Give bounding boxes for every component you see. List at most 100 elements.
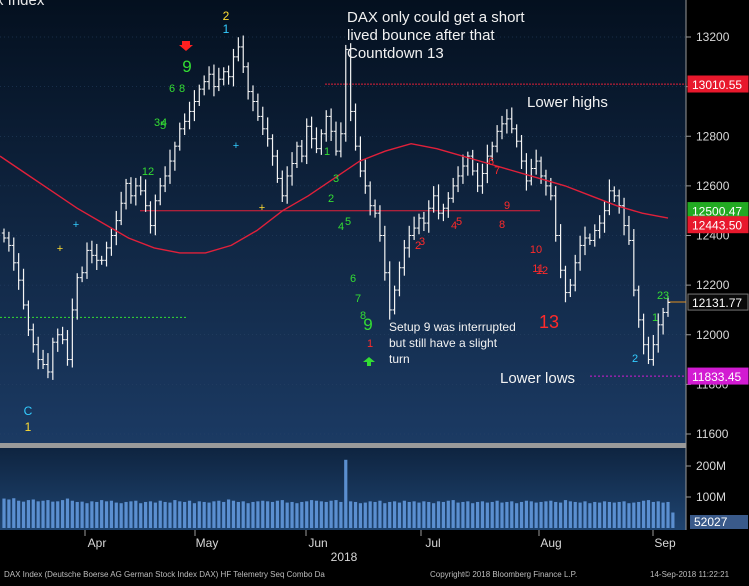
price-tag-label: 12500.47 [692, 205, 742, 219]
volume-bar [485, 502, 489, 528]
ohlc-bar [270, 134, 275, 166]
td-marker: 5 [456, 216, 462, 228]
volume-bar [217, 500, 221, 528]
volume-bar [231, 500, 236, 528]
volume-bar [183, 501, 187, 528]
td-marker: 9 [504, 200, 510, 212]
ohlc-bar [460, 154, 466, 184]
ohlc-bar [50, 337, 56, 380]
volume-bar [475, 501, 480, 528]
td-marker: 1 [223, 22, 230, 36]
volume-bar [153, 502, 157, 528]
ohlc-bar [494, 125, 500, 153]
ohlc-bar [231, 48, 236, 87]
countdown-note-line-2: lived bounce after that [347, 27, 495, 44]
td-marker: 6 [488, 156, 494, 168]
ohlc-bar [504, 109, 510, 134]
volume-bar [598, 502, 602, 528]
ohlc-bar [529, 158, 534, 186]
volume-bar [51, 501, 55, 528]
volume-bar [148, 501, 153, 528]
ohlc-bar [79, 266, 85, 283]
volume-bar [436, 501, 441, 528]
volume-bar [95, 501, 99, 528]
volume-bar [212, 501, 216, 528]
td-marker: 3 [663, 290, 669, 302]
volume-bar [490, 501, 494, 528]
td-marker: 1 [324, 146, 330, 158]
ohlc-bar [636, 285, 641, 328]
ohlc-bar [446, 192, 451, 218]
volume-bar [275, 500, 280, 528]
volume-bar [7, 499, 11, 528]
ohlc-bar [436, 184, 441, 220]
volume-bar [31, 499, 35, 528]
price-tag-label: 12443.50 [692, 219, 742, 233]
volume-bar [651, 501, 655, 528]
volume-bar [534, 502, 538, 528]
td-marker: 8 [360, 310, 366, 322]
ohlc-bar [573, 254, 578, 292]
volume-bar [607, 501, 612, 528]
ohlc-bar [490, 141, 495, 161]
td-marker: 5 [345, 216, 351, 228]
ohlc-bar [60, 326, 65, 345]
x-tick-label: Apr [88, 536, 107, 550]
price-tag-bg [687, 216, 749, 234]
volume-bar [324, 501, 328, 528]
volume-bar [319, 501, 323, 528]
ohlc-bar [280, 170, 285, 203]
ohlc-bar [236, 37, 241, 62]
volume-bar [666, 501, 670, 528]
ohlc-bar [138, 176, 143, 196]
volume-bar [583, 501, 587, 528]
volume-bar [305, 501, 309, 528]
volume-tag-label: 52027 [694, 515, 728, 529]
ohlc-bar [153, 194, 158, 236]
ohlc-bar [426, 200, 431, 233]
ohlc-bar [641, 313, 646, 355]
ohlc-bar [475, 163, 480, 193]
ohlc-bar [568, 278, 573, 298]
ohlc-bar [94, 243, 99, 270]
ohlc-bar [143, 179, 148, 212]
td-marker: 1 [367, 338, 373, 350]
ohlc-bar [158, 177, 163, 206]
price-tag-bg [687, 293, 749, 311]
ohlc-bar [21, 268, 26, 310]
ohlc-bar [167, 149, 173, 184]
td-marker: 13 [539, 312, 559, 332]
ohlc-bar [612, 186, 617, 203]
ohlc-bar [114, 210, 119, 246]
volume-bar [407, 501, 411, 528]
ohlc-bar [592, 224, 597, 247]
ohlc-bar [533, 149, 539, 175]
ohlc-bar [314, 127, 319, 154]
volume-bar [280, 500, 284, 528]
volume-bar [60, 500, 65, 528]
volume-bar [578, 502, 582, 528]
td-marker: 10 [530, 244, 542, 256]
bottom-axis-bg [0, 530, 749, 581]
ohlc-bar [45, 353, 51, 379]
volume-bar [134, 500, 138, 528]
ohlc-bar [558, 224, 563, 279]
td-marker: 9 [363, 315, 372, 334]
ohlc-bar [387, 261, 392, 320]
td-marker: 2 [632, 353, 638, 365]
td-marker: C [24, 404, 33, 418]
volume-bar [480, 501, 485, 528]
ohlc-bar [328, 108, 334, 141]
footer-center: Copyright© 2018 Bloomberg Finance L.P. [430, 570, 577, 579]
ohlc-bar [660, 307, 666, 335]
volume-bar [202, 501, 206, 528]
volume-bar [41, 500, 45, 528]
volume-bar [383, 503, 387, 528]
ohlc-bar [255, 93, 261, 121]
ohlc-bar [275, 149, 280, 183]
ohlc-bar [499, 115, 505, 140]
ohlc-bar [509, 107, 514, 134]
td-marker: 7 [494, 165, 500, 177]
y-tick-label: 12800 [696, 129, 730, 143]
ohlc-bar [241, 35, 246, 73]
